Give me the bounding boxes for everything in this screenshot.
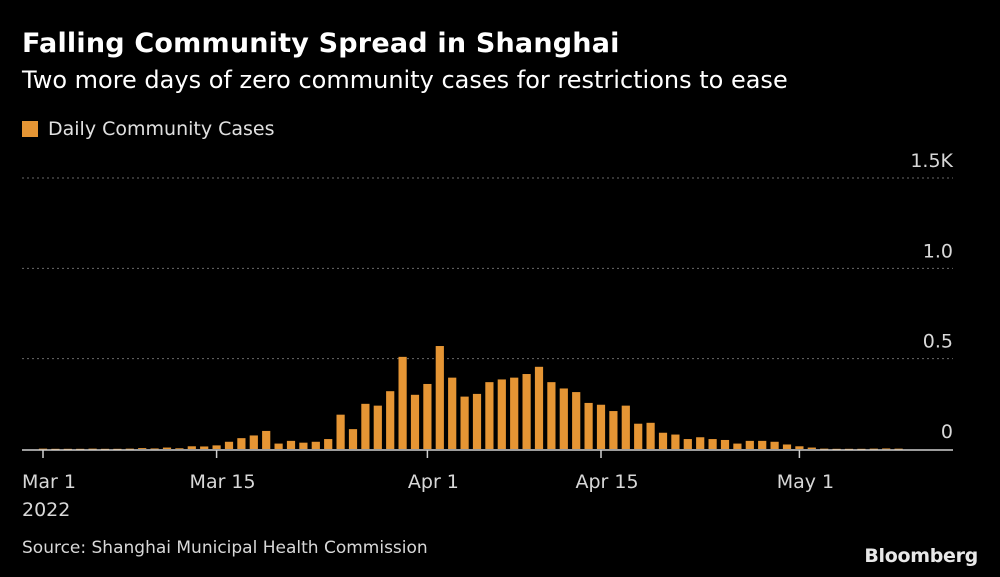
bar xyxy=(882,448,891,450)
bar xyxy=(547,382,556,449)
bar xyxy=(311,441,320,449)
bar xyxy=(720,439,730,449)
bar xyxy=(150,448,159,450)
bar xyxy=(162,447,172,449)
bar xyxy=(200,446,209,449)
bar xyxy=(708,439,717,449)
bar xyxy=(423,383,432,449)
bar xyxy=(336,414,345,449)
bar xyxy=(262,430,271,449)
bar xyxy=(113,448,122,450)
bar xyxy=(348,429,358,449)
x-tick-label: Apr 1 xyxy=(408,471,459,493)
y-tick-label: 1.0 xyxy=(923,240,953,262)
bar xyxy=(410,394,420,449)
bar xyxy=(869,448,878,450)
bar xyxy=(88,448,97,450)
x-tick-year: 2022 xyxy=(22,499,70,521)
source-note: Source: Shanghai Municipal Health Commis… xyxy=(22,538,428,558)
chart-title: Falling Community Spread in Shanghai xyxy=(22,28,620,59)
bar xyxy=(485,382,494,449)
bar xyxy=(634,423,643,449)
bar xyxy=(460,396,469,449)
bar xyxy=(224,441,234,449)
bar xyxy=(596,404,606,449)
bar xyxy=(138,448,147,449)
bar xyxy=(249,435,258,449)
bar xyxy=(621,405,630,449)
bar xyxy=(175,448,184,450)
bar xyxy=(857,448,866,450)
bar xyxy=(286,440,296,449)
bar xyxy=(584,402,593,449)
bar xyxy=(572,392,581,449)
bar xyxy=(63,448,72,450)
bar xyxy=(770,441,779,449)
y-tick-label: 0 xyxy=(941,421,953,443)
bar xyxy=(609,411,618,449)
bar xyxy=(398,356,407,449)
bar xyxy=(237,438,246,449)
bar xyxy=(820,448,829,450)
bar xyxy=(522,374,531,449)
bar xyxy=(386,391,395,449)
bar xyxy=(671,434,680,449)
bloomberg-logo: Bloomberg xyxy=(864,545,978,567)
bar xyxy=(559,388,568,449)
bar xyxy=(758,440,767,449)
bar xyxy=(361,403,370,449)
bar xyxy=(472,393,482,449)
bar xyxy=(299,442,308,449)
bar xyxy=(274,443,283,449)
bar xyxy=(76,448,85,450)
y-tick-label: 0.5 xyxy=(923,331,953,353)
bar xyxy=(844,448,854,450)
bar xyxy=(435,346,444,449)
bar xyxy=(100,448,110,450)
bar xyxy=(683,439,692,449)
bar xyxy=(733,443,742,449)
bar xyxy=(832,448,841,450)
bar xyxy=(373,405,382,449)
legend: Daily Community Cases xyxy=(22,118,275,140)
x-tick-label: Mar 1 xyxy=(22,471,76,493)
bar xyxy=(38,448,48,450)
bar xyxy=(534,366,544,449)
y-tick-label: 1.5K xyxy=(910,150,953,172)
bar xyxy=(807,447,816,449)
legend-swatch xyxy=(22,121,38,137)
bar xyxy=(646,422,655,449)
bar xyxy=(782,444,792,449)
bar xyxy=(51,448,60,450)
bar xyxy=(212,445,221,449)
bar xyxy=(795,446,804,449)
x-tick-label: Apr 15 xyxy=(575,471,638,493)
bar xyxy=(696,437,705,449)
legend-label: Daily Community Cases xyxy=(48,118,275,140)
bar xyxy=(187,446,196,449)
chart-subtitle: Two more days of zero community cases fo… xyxy=(22,66,788,94)
bar xyxy=(324,439,333,449)
x-tick-label: Mar 15 xyxy=(190,471,256,493)
bar xyxy=(448,377,457,449)
x-tick-label: May 1 xyxy=(777,471,834,493)
bar xyxy=(510,377,519,449)
bar xyxy=(497,379,506,449)
bar xyxy=(658,432,668,449)
bar xyxy=(125,448,134,450)
bar xyxy=(894,448,903,450)
bar xyxy=(745,440,754,449)
